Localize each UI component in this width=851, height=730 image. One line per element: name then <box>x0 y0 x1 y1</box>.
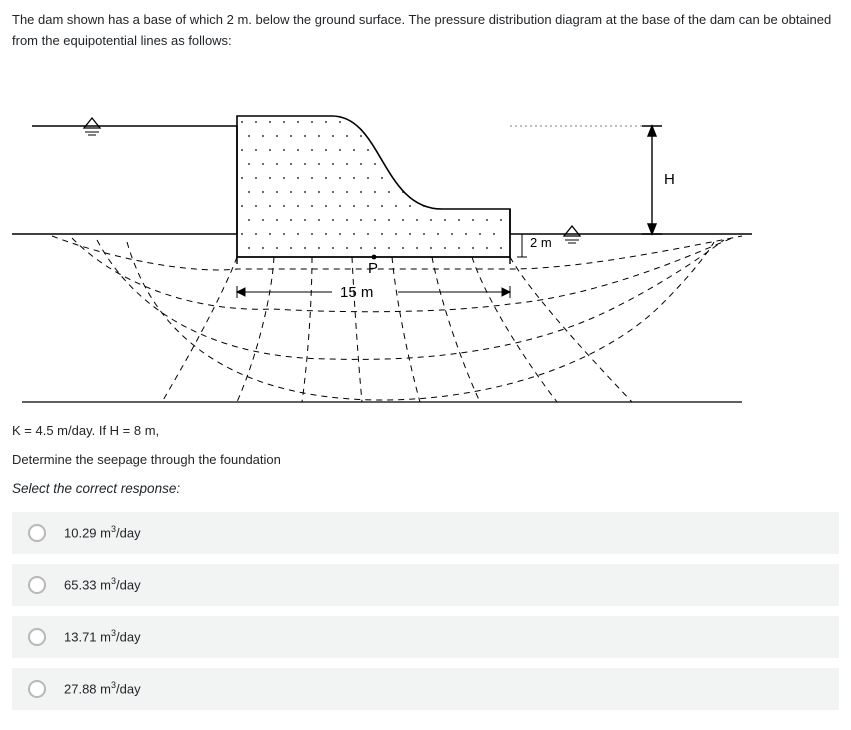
option-3[interactable]: 13.71 m3/day <box>12 616 839 658</box>
select-response-label: Select the correct response: <box>12 481 839 496</box>
radio-icon <box>28 628 46 646</box>
label-h: H <box>664 171 675 188</box>
option-label: 13.71 m3/day <box>64 628 141 644</box>
radio-icon <box>28 680 46 698</box>
option-2[interactable]: 65.33 m3/day <box>12 564 839 606</box>
question-prompt: Determine the seepage through the founda… <box>12 452 839 467</box>
option-4[interactable]: 27.88 m3/day <box>12 668 839 710</box>
radio-icon <box>28 524 46 542</box>
label-depth: 2 m <box>530 235 552 250</box>
flownet-diagram: P 15 m 2 m H <box>12 64 839 409</box>
options-list: 10.29 m3/day 65.33 m3/day 13.71 m3/day 2… <box>12 512 839 710</box>
option-label: 10.29 m3/day <box>64 524 141 540</box>
label-width: 15 m <box>340 284 373 301</box>
radio-icon <box>28 576 46 594</box>
question-intro: The dam shown has a base of which 2 m. b… <box>12 10 839 52</box>
option-1[interactable]: 10.29 m3/day <box>12 512 839 554</box>
option-label: 65.33 m3/day <box>64 576 141 592</box>
option-label: 27.88 m3/day <box>64 680 141 696</box>
label-p: P <box>368 260 378 277</box>
given-values: K = 4.5 m/day. If H = 8 m, <box>12 423 839 438</box>
